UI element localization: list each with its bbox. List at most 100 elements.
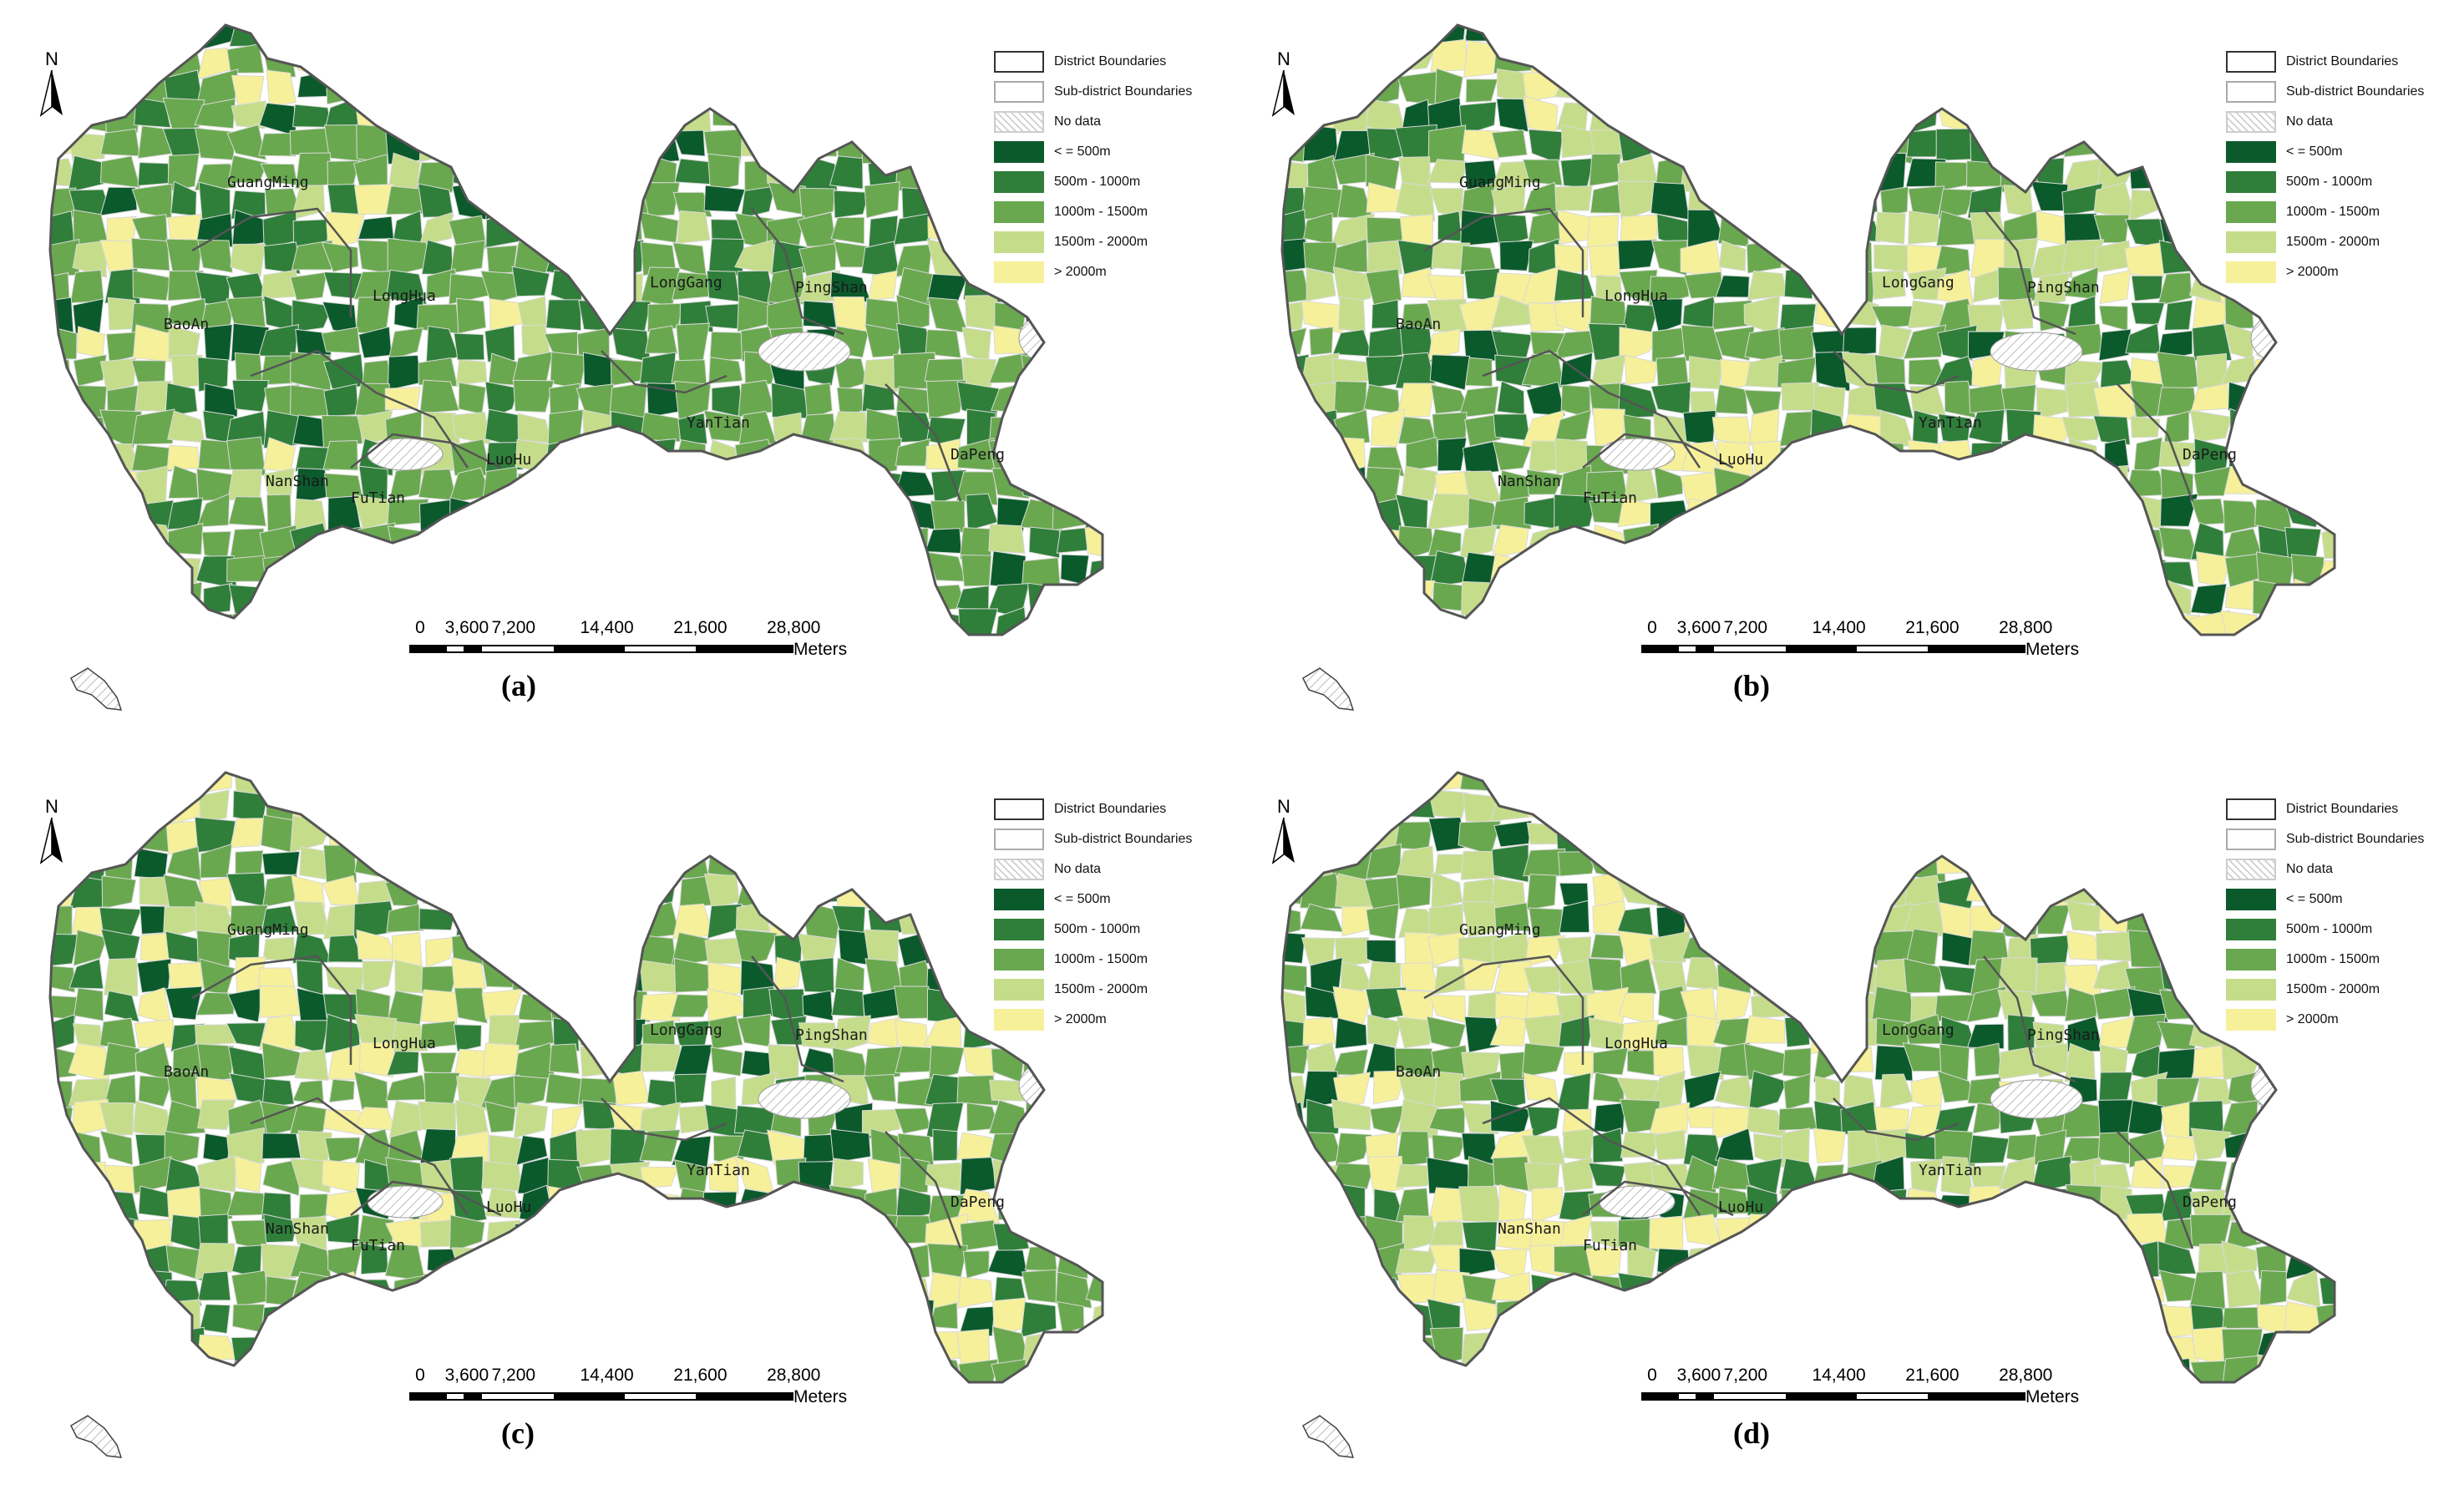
subdistrict-cell xyxy=(1811,907,1852,938)
choropleth-map xyxy=(1280,23,2336,711)
subdistrict-cell xyxy=(168,464,199,499)
subdistrict-cell xyxy=(170,1214,204,1252)
subdistrict-cell xyxy=(1810,438,1849,473)
subdistrict-cell xyxy=(450,873,491,913)
subdistrict-cell xyxy=(798,815,838,852)
subdistrict-cell xyxy=(1395,182,1436,222)
subdistrict-cell xyxy=(928,98,965,132)
district-label: LongHua xyxy=(1605,287,1668,305)
subdistrict-cell xyxy=(2320,1047,2335,1080)
subdistrict-cell xyxy=(670,1331,713,1363)
subdistrict-cell xyxy=(678,1105,709,1134)
subdistrict-cell xyxy=(2188,1159,2228,1191)
no-data-area xyxy=(1599,438,1676,471)
subdistrict-cell xyxy=(2254,638,2289,671)
subdistrict-cell xyxy=(2259,1269,2287,1306)
legend-item: 500m - 1000m xyxy=(994,167,1192,197)
scale-tick-label: 28,800 xyxy=(1999,618,2053,637)
subdistrict-cell xyxy=(2035,1269,2072,1305)
subdistrict-cell xyxy=(264,1359,300,1382)
subdistrict-cell xyxy=(1560,157,1595,189)
subdistrict-cell xyxy=(107,578,135,613)
subdistrict-cell xyxy=(609,1242,647,1281)
subdistrict-cell xyxy=(1561,1157,1594,1192)
subdistrict-cell xyxy=(1649,930,1691,964)
subdistrict-cell xyxy=(419,787,461,824)
subdistrict-cell xyxy=(417,1300,459,1338)
district-boundary xyxy=(1482,1097,1701,1216)
subdistrict-cell xyxy=(582,787,620,826)
subdistrict-cell xyxy=(2066,930,2104,961)
subdistrict-cell xyxy=(2256,25,2293,48)
subdistrict-cell xyxy=(99,468,140,505)
subdistrict-cell xyxy=(892,555,935,590)
subdistrict-cell xyxy=(71,1386,105,1414)
subdistrict-cell xyxy=(105,331,141,363)
subdistrict-cell xyxy=(36,1385,76,1422)
legend-label: < = 500m xyxy=(1054,892,1111,906)
legend-item: 1000m - 1500m xyxy=(2226,197,2424,227)
subdistrict-cell xyxy=(2062,25,2097,50)
subdistrict-cell xyxy=(167,410,205,443)
subdistrict-cell xyxy=(1051,25,1094,51)
subdistrict-cell xyxy=(165,1100,206,1136)
subdistrict-cell xyxy=(1965,1272,2003,1303)
subdistrict-cell xyxy=(1906,129,1944,158)
subdistrict-cell xyxy=(837,72,873,105)
subdistrict-cell xyxy=(930,1385,965,1416)
subdistrict-cell xyxy=(1371,642,1403,667)
subdistrict-cell xyxy=(294,1049,329,1082)
subdistrict-cell xyxy=(328,25,366,48)
subdistrict-cell xyxy=(452,155,488,191)
subdistrict-cell xyxy=(194,98,236,129)
subdistrict-cell xyxy=(1025,1128,1057,1165)
subdistrict-cell xyxy=(2001,901,2041,940)
subdistrict-cell xyxy=(2092,986,2136,1021)
subdistrict-cell xyxy=(356,583,392,617)
subdistrict-cell xyxy=(2000,25,2041,44)
subdistrict-cell xyxy=(2284,613,2323,635)
subdistrict-cell xyxy=(1053,636,1088,670)
subdistrict-cell xyxy=(1912,1242,1944,1277)
subdistrict-cell xyxy=(1812,102,1849,129)
subdistrict-cell xyxy=(1747,820,1785,853)
subdistrict-cell xyxy=(1555,636,1595,675)
subdistrict-cell xyxy=(164,1130,200,1167)
subdistrict-cell xyxy=(1428,903,1464,938)
subdistrict-cell xyxy=(1905,497,1943,532)
subdistrict-cell xyxy=(290,1158,331,1193)
district-label: DaPeng xyxy=(951,1193,1006,1211)
subdistrict-cell xyxy=(833,1015,871,1054)
subdistrict-cell xyxy=(2094,25,2129,49)
subdistrict-cell xyxy=(2157,1240,2197,1275)
subdistrict-cell xyxy=(2031,817,2074,854)
subdistrict-cell xyxy=(926,68,966,106)
district-boundary xyxy=(350,433,502,469)
subdistrict-cell xyxy=(387,354,422,391)
subdistrict-cell xyxy=(2163,639,2198,675)
subdistrict-cell xyxy=(2284,297,2318,332)
north-arrow-icon xyxy=(1271,69,1295,117)
subdistrict-cell xyxy=(1749,847,1786,877)
subdistrict-cell xyxy=(1306,43,1341,77)
subdistrict-cell xyxy=(549,44,582,72)
subdistrict-cell xyxy=(2040,67,2065,106)
subdistrict-cell xyxy=(575,241,619,278)
subdistrict-cell xyxy=(806,788,838,828)
scale-tick-label: 0 xyxy=(415,618,425,637)
subdistrict-cell xyxy=(2319,1272,2335,1305)
subdistrict-cell xyxy=(962,43,998,73)
legend-item: 1000m - 1500m xyxy=(994,197,1192,227)
legend-label: Sub-district Boundaries xyxy=(2286,832,2425,846)
subdistrict-cell xyxy=(2258,611,2295,635)
subdistrict-cell xyxy=(1874,25,1908,52)
subdistrict-cell xyxy=(577,908,618,940)
subdistrict-cell xyxy=(1051,294,1095,335)
subdistrict-cell xyxy=(676,788,710,822)
subdistrict-cell xyxy=(357,879,393,909)
subdistrict-cell xyxy=(1617,180,1657,220)
subdistrict-cell xyxy=(1780,70,1818,107)
subdistrict-cell xyxy=(988,25,1024,51)
subdistrict-cell xyxy=(511,877,555,910)
subdistrict-cell xyxy=(2068,438,2099,477)
